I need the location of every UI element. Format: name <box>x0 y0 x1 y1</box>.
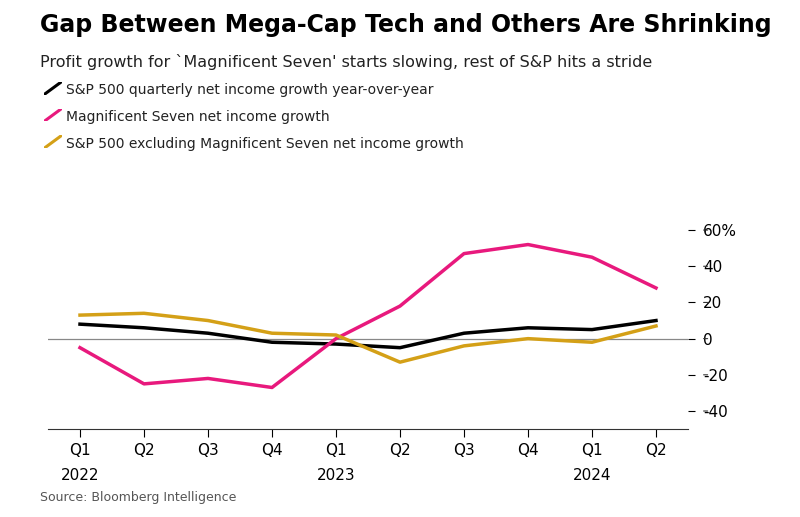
Text: S&P 500 quarterly net income growth year-over-year: S&P 500 quarterly net income growth year… <box>66 83 434 98</box>
Text: Gap Between Mega-Cap Tech and Others Are Shrinking: Gap Between Mega-Cap Tech and Others Are… <box>40 13 772 37</box>
Text: S&P 500 excluding Magnificent Seven net income growth: S&P 500 excluding Magnificent Seven net … <box>66 137 464 151</box>
Text: 2023: 2023 <box>317 468 355 483</box>
Text: 2022: 2022 <box>61 468 99 483</box>
Text: Magnificent Seven net income growth: Magnificent Seven net income growth <box>66 110 330 125</box>
Text: Profit growth for `Magnificent Seven' starts slowing, rest of S&P hits a stride: Profit growth for `Magnificent Seven' st… <box>40 54 652 70</box>
Text: Source: Bloomberg Intelligence: Source: Bloomberg Intelligence <box>40 491 236 504</box>
Text: 2024: 2024 <box>573 468 611 483</box>
